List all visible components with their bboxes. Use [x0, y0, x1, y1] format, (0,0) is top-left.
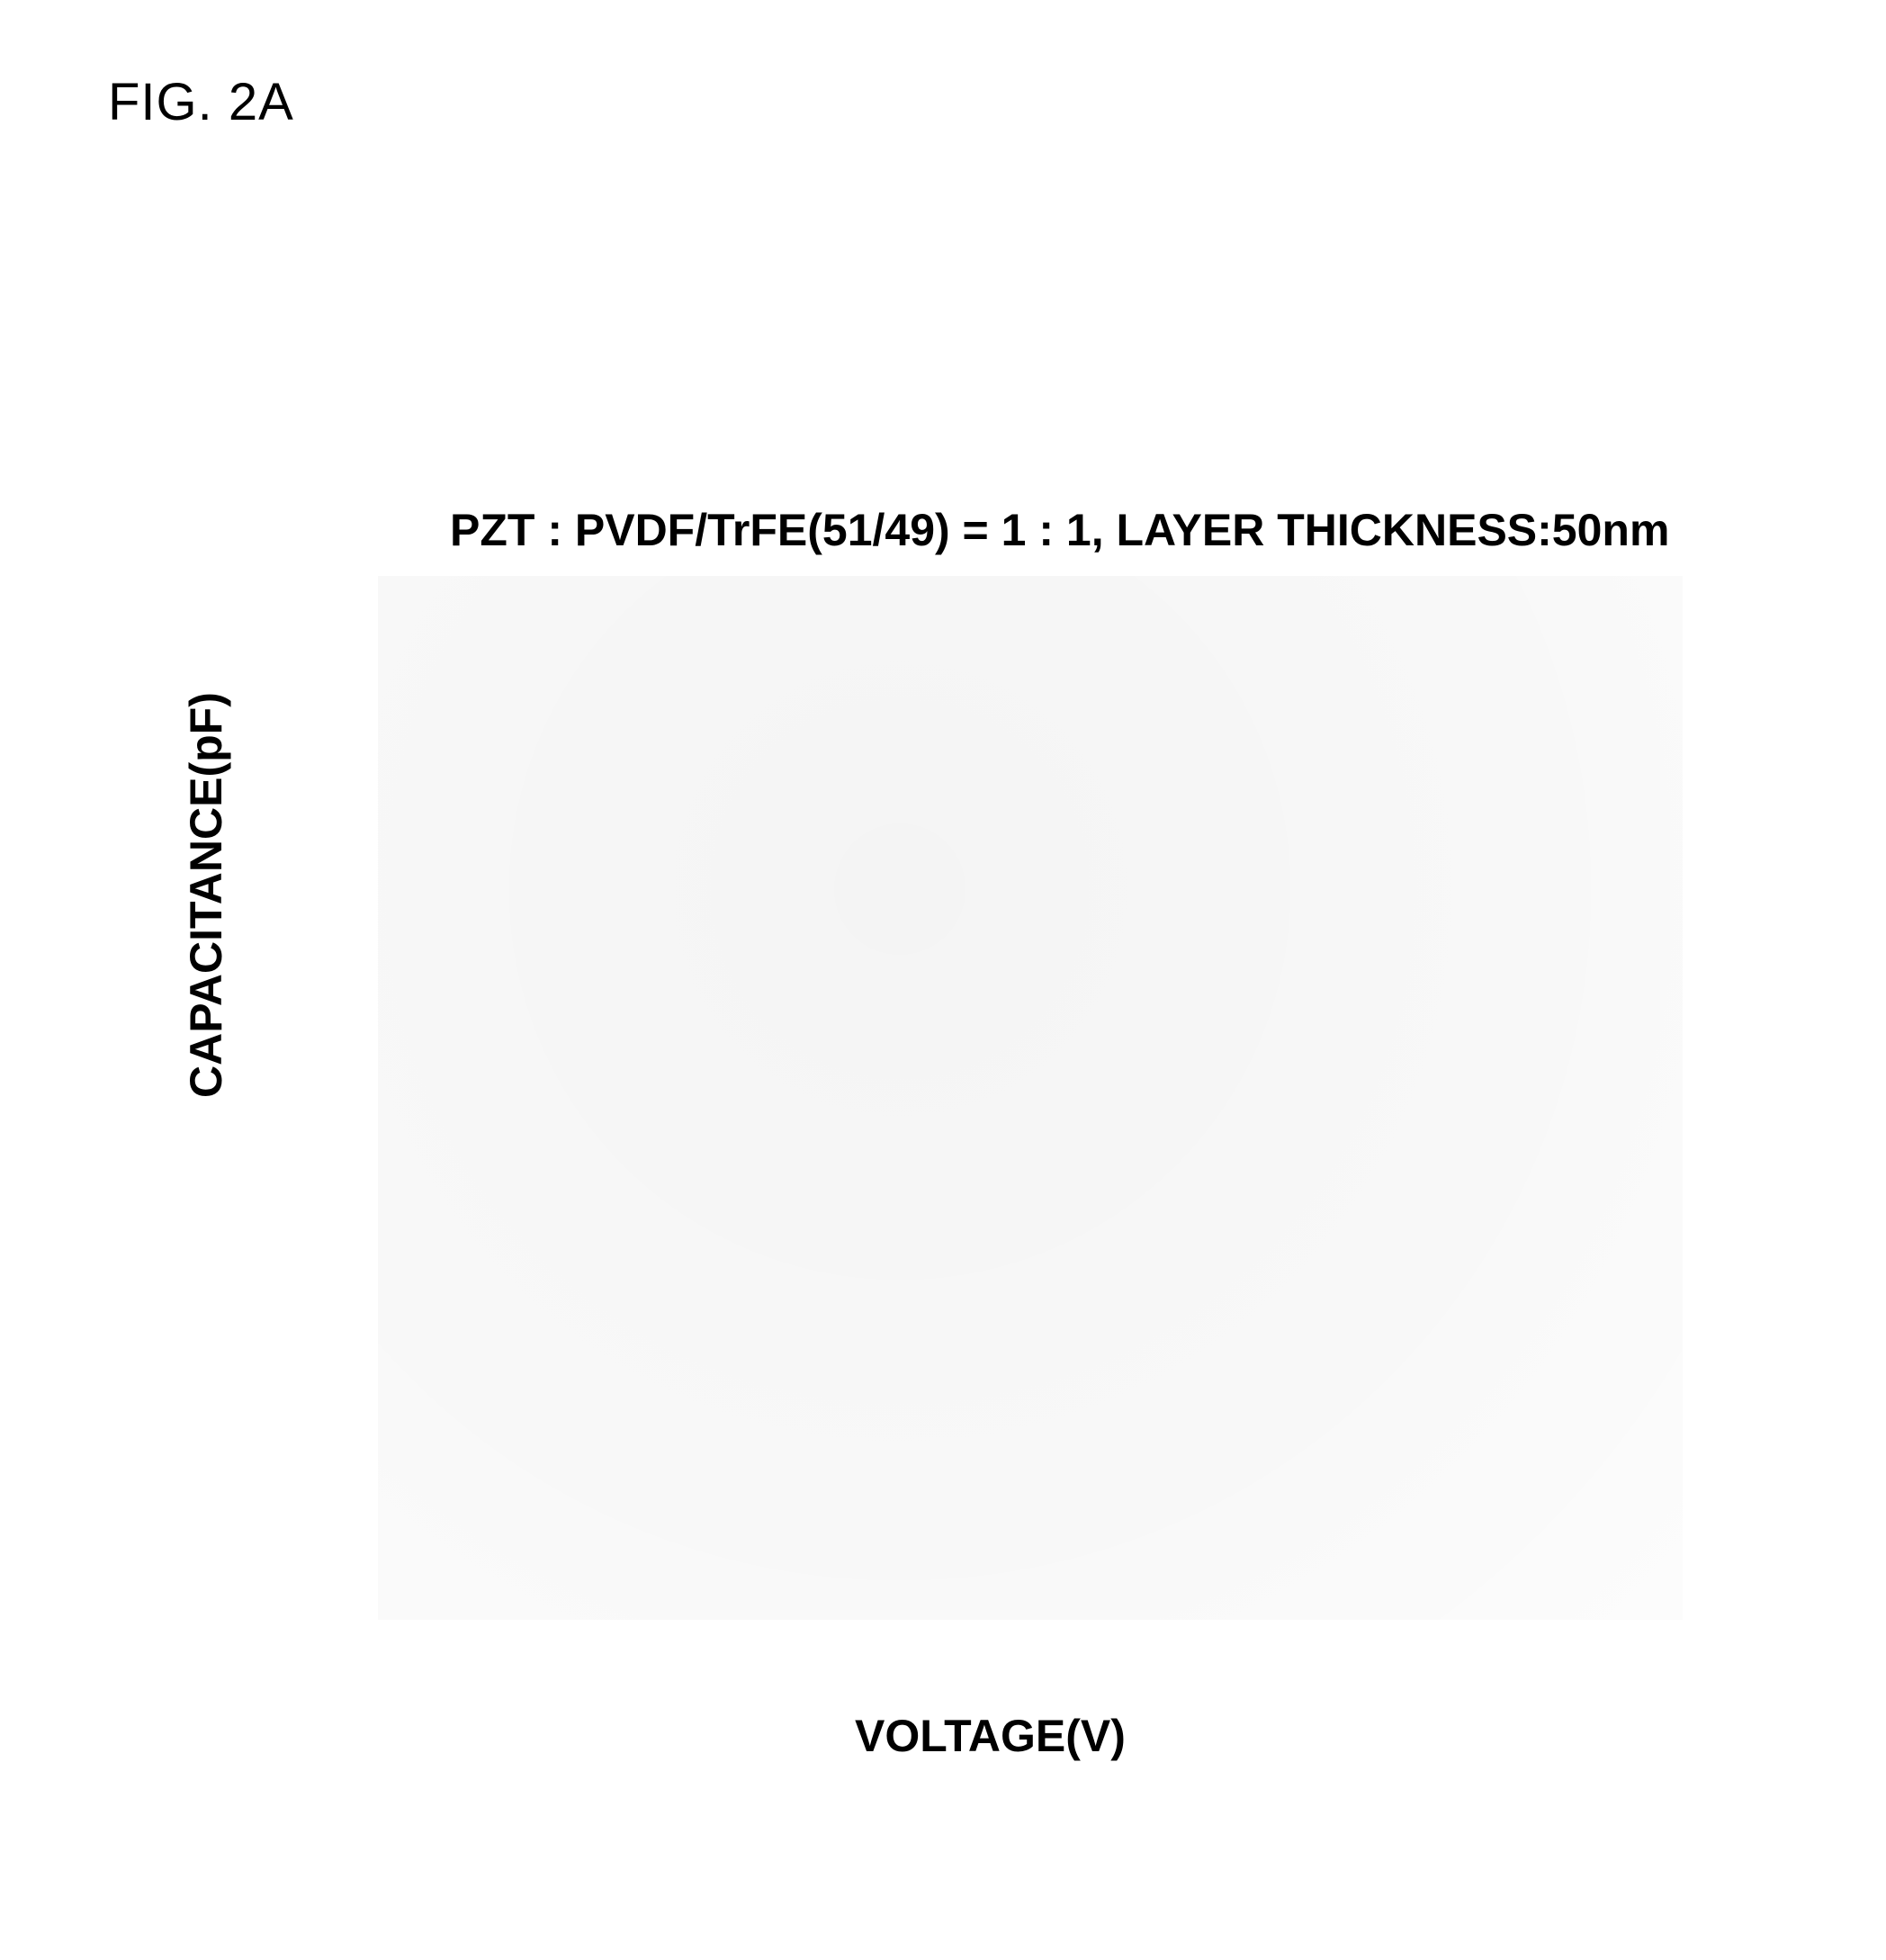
page: FIG. 2A PZT : PVDF/TrFE(51/49) = 1 : 1, … — [0, 0, 1886, 1960]
x-axis-label: VOLTAGE(V) — [855, 1710, 1126, 1762]
plot-background — [378, 576, 1683, 1620]
y-axis-label: CAPACITANCE(pF) — [180, 692, 232, 1098]
plot-area: -4-20240100200300400500600ABC — [378, 576, 1683, 1620]
figure-label: FIG. 2A — [108, 72, 294, 132]
chart-container: PZT : PVDF/TrFE(51/49) = 1 : 1, LAYER TH… — [171, 504, 1719, 1854]
chart-title: PZT : PVDF/TrFE(51/49) = 1 : 1, LAYER TH… — [450, 504, 1669, 556]
